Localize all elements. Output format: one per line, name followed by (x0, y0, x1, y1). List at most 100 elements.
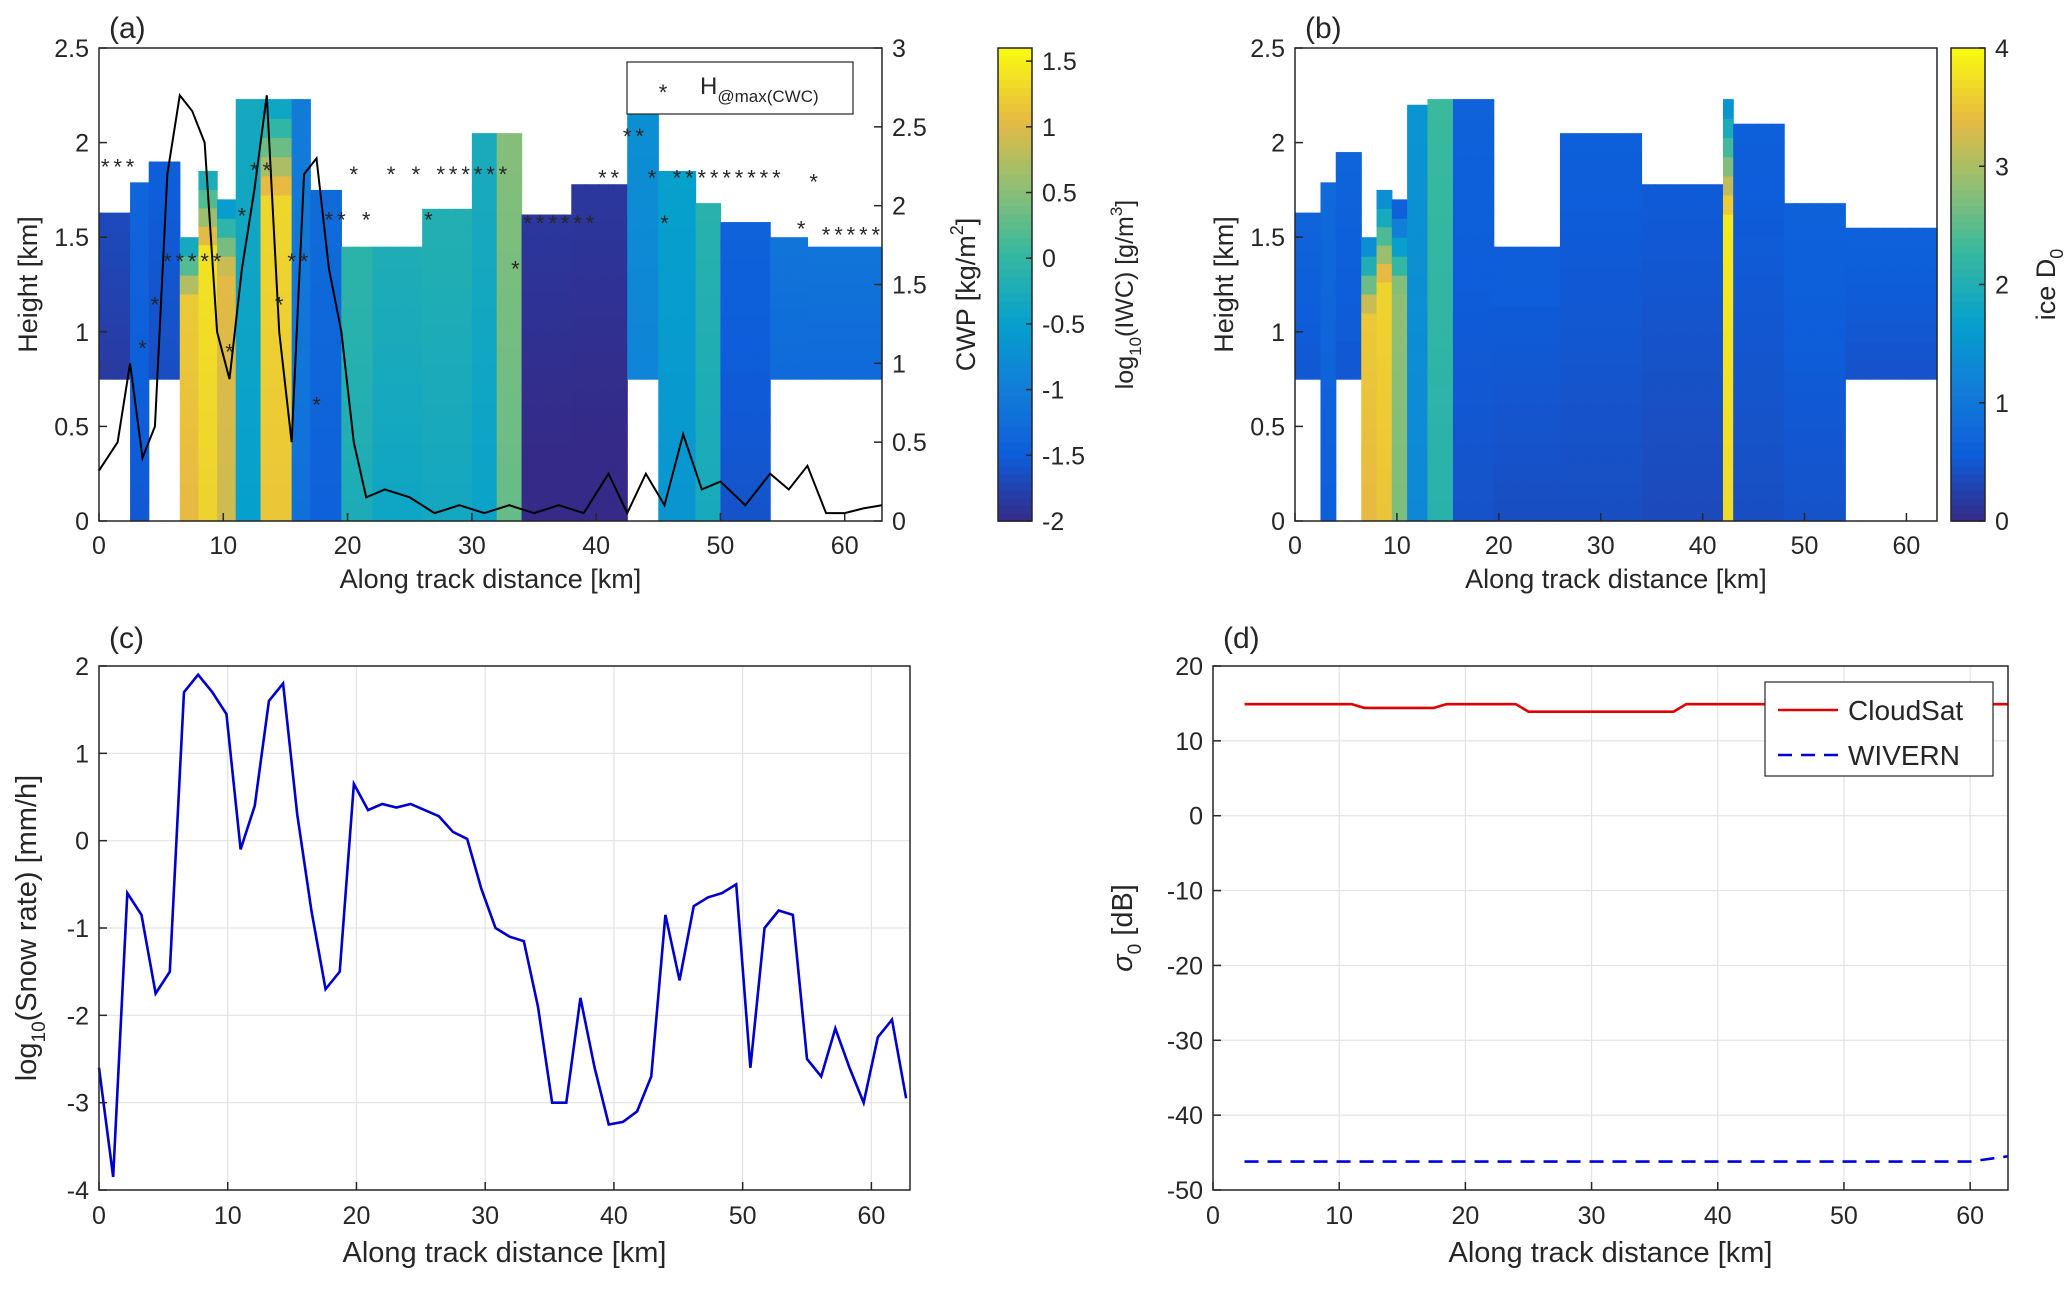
panel-b-cell (1559, 482, 1575, 503)
panel-a-cell (422, 325, 440, 346)
panel-a-cell (642, 117, 659, 138)
panel-a-cell (737, 352, 755, 373)
panel-a-cell (720, 502, 738, 522)
panel-b-cell (1480, 482, 1495, 503)
panel-b-cell (1845, 322, 1859, 342)
panel-b-cell (1307, 249, 1322, 269)
panel-b-cell (1533, 403, 1548, 424)
panel-a-cell (720, 259, 738, 279)
panel-b-cell (1820, 334, 1834, 354)
panel-a-cell (676, 244, 697, 264)
panel-b-cell (1627, 424, 1643, 445)
panel-a-cell (599, 446, 614, 466)
panel-b-cell (1427, 252, 1441, 273)
panel-b-cell (1587, 230, 1602, 251)
panel-b-cell (1910, 341, 1925, 361)
panel-a-colorbar-band (998, 126, 1032, 136)
panel-b-cell (1407, 142, 1418, 163)
panel-b-cell (1808, 446, 1822, 466)
panel-b-cell (1480, 367, 1495, 388)
panel-b-cell (1546, 344, 1561, 365)
panel-b-cell (1452, 156, 1468, 177)
panel-a-cell (260, 444, 277, 465)
panel-b-cell (1427, 233, 1441, 254)
panel-a-cell (642, 248, 659, 268)
panel-a-cell (114, 342, 131, 362)
panel-b-colorbar-tick-label: 1 (1995, 390, 2009, 418)
panel-b-cell (1600, 385, 1615, 406)
panel-a-cell (571, 333, 586, 354)
panel-b-cell (1614, 171, 1629, 192)
panel-a-cell (341, 501, 358, 522)
panel-d-legend-box (1764, 681, 1994, 777)
panel-b-cell (1614, 152, 1629, 173)
panel-b-cell (1417, 199, 1429, 219)
panel-b-cell (1820, 502, 1834, 522)
panel-a-cell (599, 427, 614, 447)
panel-b-cell (1641, 259, 1656, 279)
panel-b-cell (1745, 350, 1760, 371)
panel-b-cell (1587, 210, 1602, 231)
panel-b-cell (1348, 322, 1362, 342)
panel-a-cell (484, 385, 498, 406)
panel-a-cell (753, 315, 771, 335)
panel-a-colorbar-band (998, 205, 1032, 215)
panel-a-marker: * (474, 162, 483, 187)
panel-a-cell (521, 444, 539, 465)
panel-a-marker: * (176, 249, 185, 274)
panel-b-cell (1493, 501, 1508, 522)
panel-a-cell (291, 156, 311, 177)
panel-a-cell (585, 446, 600, 466)
panel-a-cell (613, 464, 628, 485)
panel-b-cell (1614, 404, 1629, 425)
panel-a-cell (291, 463, 311, 484)
panel-b-cell (1493, 383, 1508, 405)
panel-a-cell (389, 285, 407, 307)
panel-b-cell (1407, 350, 1418, 371)
panel-b-cell (1758, 464, 1773, 484)
panel-b-cell (1417, 180, 1429, 200)
panel-a-colorbar-band (998, 513, 1032, 522)
panel-a-cell (613, 221, 628, 241)
panel-b-cell (1784, 221, 1797, 242)
panel-d-ytick-label: 0 (1189, 803, 1203, 831)
panel-a-cell (235, 156, 249, 177)
panel-b-cell (1627, 346, 1643, 367)
panel-b-cell (1884, 360, 1899, 380)
panel-a-colorbar-band (998, 481, 1032, 491)
panel-a-cell (276, 463, 293, 484)
panel-a-cell (753, 278, 771, 298)
panel-a-cell (310, 226, 327, 246)
panel-a-cell (613, 390, 628, 410)
panel-a-cell (627, 192, 644, 212)
panel-b-cell (1871, 227, 1886, 248)
panel-b-cell (1884, 303, 1899, 323)
panel-b-cell (1695, 277, 1711, 298)
panel-a-cell (405, 501, 423, 522)
panel-b-cell (1771, 142, 1785, 163)
panel-a-cell (260, 329, 277, 349)
panel-b-cell (1440, 118, 1454, 139)
panel-b-cell (1871, 360, 1886, 380)
panel-a-cell (455, 481, 473, 503)
panel-a-cell (708, 464, 722, 485)
panel-a-cell (571, 371, 586, 391)
panel-a-cell (130, 332, 150, 353)
panel-b-cell (1614, 346, 1629, 367)
panel-b-cell (1820, 259, 1834, 279)
panel-a-cell (341, 462, 358, 483)
panel-b-cell (1923, 284, 1938, 305)
panel-a-cell (538, 367, 556, 388)
panel-d-ylabel-end: [dB] (1107, 884, 1139, 944)
panel-b-cell (1884, 284, 1899, 305)
panel-d-series-line (1244, 702, 2008, 713)
panel-b-cell (1533, 325, 1548, 346)
panel-b-cell (1682, 390, 1697, 410)
panel-b-cell (1533, 305, 1548, 326)
panel-a-cell (291, 329, 311, 349)
panel-b-cell (1452, 175, 1468, 196)
panel-b-cell (1480, 425, 1495, 445)
panel-b-cell (1884, 227, 1899, 248)
panel-a-cell (276, 386, 293, 407)
panel-b-cell (1587, 327, 1602, 348)
